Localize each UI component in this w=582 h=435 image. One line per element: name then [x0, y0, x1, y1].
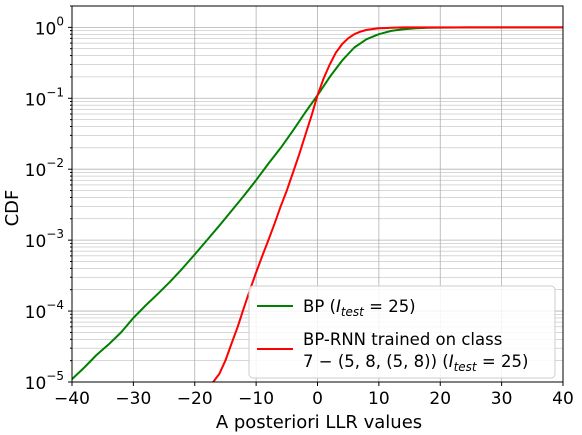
legend-rnn-sub: test — [454, 360, 478, 374]
x-tick-label: −20 — [177, 389, 213, 409]
y-tick-base: 10 — [25, 303, 47, 323]
legend: BP (Itest = 25) BP-RNN trained on class … — [248, 285, 556, 379]
x-tick-label: 20 — [429, 389, 451, 409]
axis-ticks: −40 −30 −20 −10 0 10 20 30 4010−510−410−310−210−… — [25, 5, 574, 409]
y-tick-base: 10 — [25, 161, 47, 181]
y-tick-label: 10−1 — [25, 85, 64, 110]
y-tick-base: 10 — [25, 232, 47, 252]
legend-label-rnn-line1: BP-RNN trained on class — [303, 330, 502, 349]
y-tick-exponent: 0 — [56, 14, 64, 28]
y-tick-label: 10−2 — [25, 156, 64, 181]
x-tick-label: 40 — [552, 389, 574, 409]
legend-rnn-var: I — [449, 352, 454, 371]
series-line-bp-rnn — [212, 26, 563, 382]
legend-bp-pre: BP ( — [303, 297, 336, 316]
x-tick-label: 0 — [312, 389, 323, 409]
y-tick-label: 10−3 — [25, 227, 64, 252]
x-axis-label: A posteriori LLR values — [216, 412, 422, 433]
y-tick-label: 10−4 — [25, 298, 64, 323]
legend-rnn-post: = 25) — [477, 352, 529, 371]
legend-bp-var: I — [336, 297, 341, 316]
legend-box — [248, 285, 556, 379]
y-tick-exponent: −5 — [46, 369, 64, 383]
y-tick-label: 10−5 — [25, 369, 64, 394]
x-tick-label: −30 — [115, 389, 151, 409]
y-tick-exponent: −3 — [46, 227, 64, 241]
x-tick-label: 10 — [368, 389, 390, 409]
y-tick-base: 10 — [25, 374, 47, 394]
y-tick-base: 10 — [25, 90, 47, 110]
y-tick-base: 10 — [35, 19, 57, 39]
y-tick-exponent: −4 — [46, 298, 64, 312]
y-tick-label: 100 — [35, 14, 64, 39]
legend-bp-sub: test — [341, 305, 365, 319]
legend-bp-post: = 25) — [364, 297, 416, 316]
y-tick-exponent: −1 — [46, 85, 64, 99]
y-tick-exponent: −2 — [46, 156, 64, 170]
y-axis-label: CDF — [2, 190, 23, 227]
x-tick-label: 30 — [491, 389, 513, 409]
series-layer — [72, 26, 563, 382]
legend-rnn-pre: 7 − (5, 8, (5, 8)) ( — [303, 352, 449, 371]
x-tick-label: −40 — [54, 389, 90, 409]
x-tick-label: −10 — [238, 389, 274, 409]
legend-label-bp: BP (Itest = 25) — [303, 297, 416, 319]
legend-label-rnn-line2: 7 − (5, 8, (5, 8)) (Itest = 25) — [303, 352, 528, 374]
